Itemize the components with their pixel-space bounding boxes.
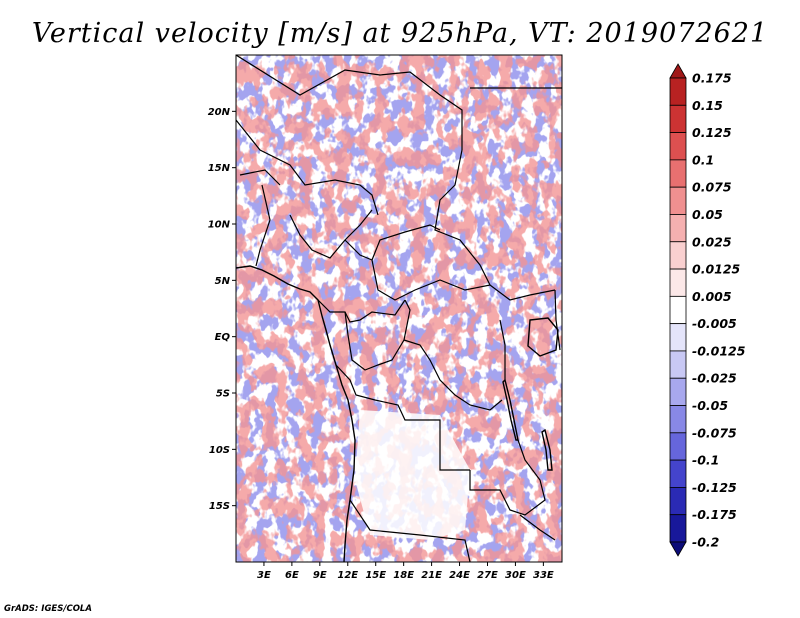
colorbar-label: 0.1 <box>692 152 714 167</box>
colorbar-label: 0.15 <box>692 98 723 113</box>
y-tick-label: EQ <box>215 332 231 343</box>
colorbar-label: -0.125 <box>692 480 737 495</box>
x-tick-label: 24E <box>449 570 470 581</box>
map-field <box>236 55 562 562</box>
x-tick-label: 15E <box>365 570 386 581</box>
x-tick-label: 21E <box>421 570 442 581</box>
country-borders <box>236 55 562 562</box>
colorbar-label: -0.025 <box>692 371 737 386</box>
y-tick-label: 10N <box>208 220 231 231</box>
colorbar: 0.175 0.15 0.125 0.1 0.075 0.05 0.025 0.0125 0.0… <box>669 63 746 557</box>
colorbar-label: -0.075 <box>692 425 737 440</box>
x-tick-label: 12E <box>337 570 358 581</box>
colorbar-segment <box>669 214 687 243</box>
colorbar-label: 0.175 <box>692 71 732 86</box>
x-tick-label: 33E <box>533 570 554 581</box>
colorbar-label: -0.2 <box>692 535 719 550</box>
colorbar-bottom-triangle <box>669 541 687 557</box>
colorbar-label: 0.125 <box>692 125 732 140</box>
x-axis: 3E 6E 9E 12E 15E 18E 21E 24E 27E 30E 33E <box>257 562 554 581</box>
colorbar-segment <box>669 241 687 270</box>
colorbar-label: 0.025 <box>692 234 732 249</box>
x-tick-label: 18E <box>393 570 414 581</box>
lake-tanganyika-outline <box>502 378 519 441</box>
colorbar-label: 0.005 <box>692 289 732 304</box>
colorbar-segment <box>669 132 687 161</box>
coastline <box>236 265 356 562</box>
low-activity-region <box>355 410 470 540</box>
colorbar-label: 0.05 <box>692 207 723 222</box>
x-tick-label: 9E <box>313 570 327 581</box>
colorbar-segment <box>669 487 687 516</box>
colorbar-segment <box>669 77 687 106</box>
colorbar-label: -0.05 <box>692 398 728 413</box>
y-tick-label: 5S <box>216 389 230 400</box>
y-tick-label: 10S <box>209 445 230 456</box>
grads-footer: GrADS: IGES/COLA <box>4 604 92 614</box>
colorbar-top-triangle <box>669 63 687 79</box>
colorbar-segment <box>669 186 687 215</box>
y-tick-label: 15N <box>208 163 231 174</box>
colorbar-segment <box>669 432 687 461</box>
lake-victoria-outline <box>527 317 559 357</box>
colorbar-label: 0.0125 <box>692 262 741 277</box>
y-axis: 20N 15N 10N 5N EQ 5S 10S 15S <box>208 107 236 512</box>
colorbar-segment <box>669 350 687 379</box>
map-title: Vertical velocity [m/s] at 925hPa, VT: 2… <box>32 18 768 49</box>
x-tick-label: 3E <box>257 570 271 581</box>
colorbar-segment <box>669 104 687 133</box>
colorbar-segment <box>669 377 687 406</box>
colorbar-segment <box>669 459 687 488</box>
colorbar-segment <box>669 514 687 543</box>
x-tick-label: 30E <box>505 570 526 581</box>
colorbar-segment <box>669 295 687 325</box>
map-frame <box>235 54 563 563</box>
y-tick-label: 20N <box>208 107 231 118</box>
colorbar-label: -0.175 <box>692 507 737 522</box>
x-tick-label: 6E <box>285 570 299 581</box>
colorbar-label: -0.005 <box>692 316 737 331</box>
colorbar-segment <box>669 323 687 352</box>
colorbar-segment <box>669 159 687 188</box>
x-tick-label: 27E <box>477 570 498 581</box>
y-tick-label: 5N <box>215 276 231 287</box>
colorbar-label: -0.0125 <box>692 343 746 358</box>
colorbar-segment <box>669 268 687 297</box>
y-tick-label: 15S <box>209 501 230 512</box>
lake-malawi-outline <box>541 428 553 471</box>
colorbar-segment <box>669 405 687 434</box>
colorbar-label: -0.1 <box>692 453 719 468</box>
colorbar-label: 0.075 <box>692 180 732 195</box>
